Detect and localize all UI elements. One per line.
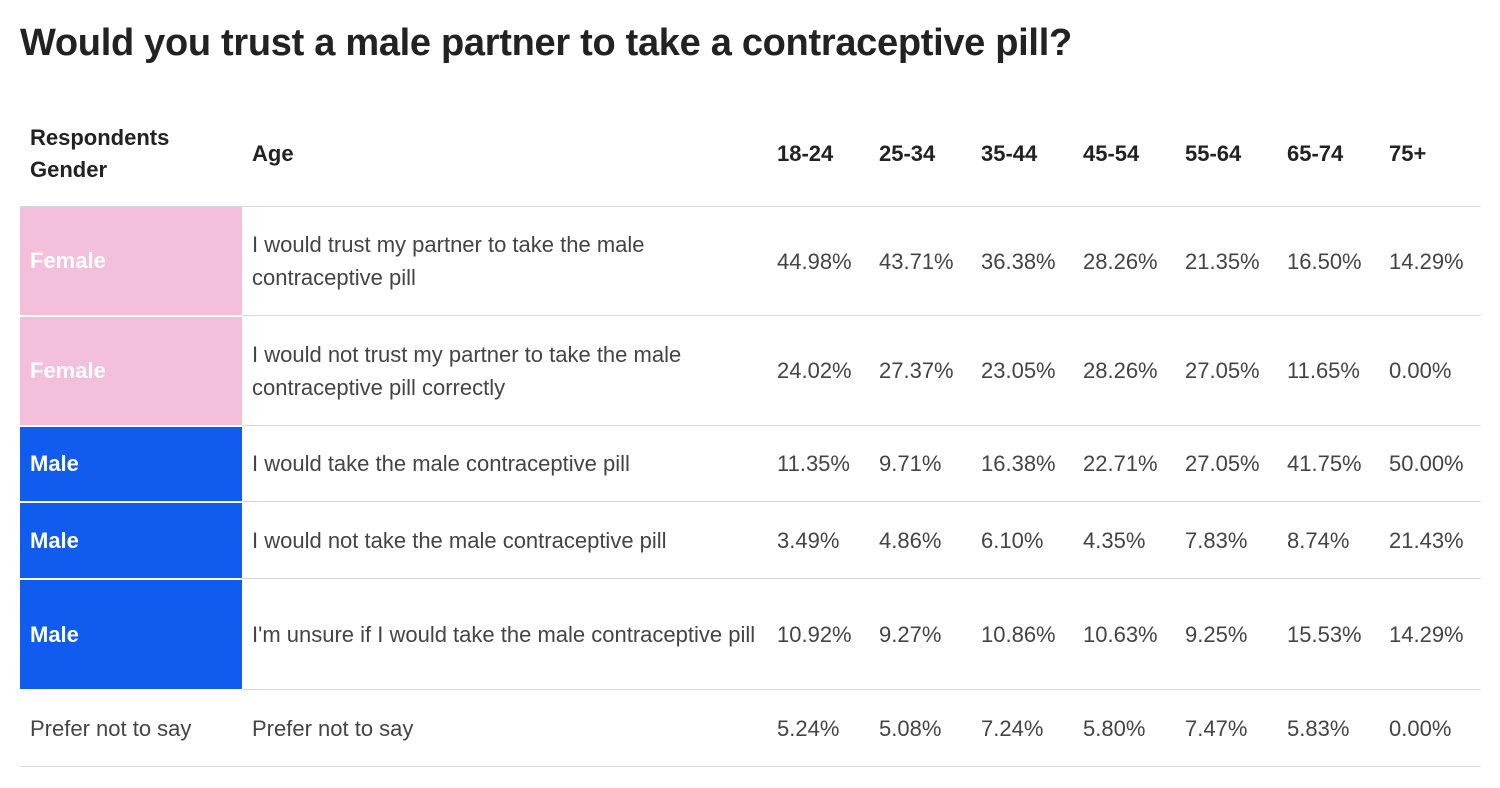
column-header-45-54: 45-54	[1073, 102, 1175, 207]
value-cell: 9.27%	[869, 578, 971, 690]
value-cell: 27.37%	[869, 315, 971, 426]
value-cell: 9.71%	[869, 425, 971, 502]
answer-cell: I would trust my partner to take the mal…	[242, 206, 767, 316]
value-cell: 7.47%	[1175, 689, 1277, 767]
value-cell: 14.29%	[1379, 578, 1481, 690]
value-cell: 5.83%	[1277, 689, 1379, 767]
gender-cell: Male	[20, 578, 242, 691]
gender-cell: Male	[20, 425, 242, 503]
table-body: Female I would trust my partner to take t…	[20, 206, 1481, 767]
value-cell: 22.71%	[1073, 425, 1175, 502]
table-row: Female I would not trust my partner to ta…	[20, 315, 1481, 427]
value-cell: 21.35%	[1175, 206, 1277, 316]
table-row: Female I would trust my partner to take t…	[20, 206, 1481, 317]
answer-cell: I would not trust my partner to take the…	[242, 315, 767, 426]
table-row: Male I'm unsure if I would take the male …	[20, 578, 1481, 691]
value-cell: 11.65%	[1277, 315, 1379, 426]
value-cell: 8.74%	[1277, 501, 1379, 579]
value-cell: 21.43%	[1379, 501, 1481, 579]
value-cell: 16.38%	[971, 425, 1073, 502]
value-cell: 5.80%	[1073, 689, 1175, 767]
value-cell: 3.49%	[767, 501, 869, 579]
value-cell: 27.05%	[1175, 425, 1277, 502]
gender-cell: Female	[20, 206, 242, 317]
answer-cell: Prefer not to say	[242, 689, 767, 767]
value-cell: 4.35%	[1073, 501, 1175, 579]
value-cell: 28.26%	[1073, 206, 1175, 316]
answer-cell: I would not take the male contraceptive …	[242, 501, 767, 579]
table-header-row: Respondents Gender Age 18-24 25-34 35-44…	[20, 102, 1481, 207]
value-cell: 24.02%	[767, 315, 869, 426]
value-cell: 0.00%	[1379, 315, 1481, 426]
value-cell: 43.71%	[869, 206, 971, 316]
table-row: Male I would take the male contraceptive …	[20, 425, 1481, 503]
value-cell: 0.00%	[1379, 689, 1481, 767]
value-cell: 4.86%	[869, 501, 971, 579]
value-cell: 5.08%	[869, 689, 971, 767]
column-header-25-34: 25-34	[869, 102, 971, 207]
column-header-35-44: 35-44	[971, 102, 1073, 207]
column-header-65-74: 65-74	[1277, 102, 1379, 207]
value-cell: 16.50%	[1277, 206, 1379, 316]
answer-cell: I'm unsure if I would take the male cont…	[242, 578, 767, 690]
value-cell: 28.26%	[1073, 315, 1175, 426]
value-cell: 50.00%	[1379, 425, 1481, 502]
gender-cell: Prefer not to say	[20, 689, 242, 767]
gender-cell: Female	[20, 315, 242, 427]
survey-table: Respondents Gender Age 18-24 25-34 35-44…	[20, 102, 1481, 767]
chart-title: Would you trust a male partner to take a…	[20, 22, 1072, 64]
value-cell: 23.05%	[971, 315, 1073, 426]
value-cell: 7.24%	[971, 689, 1073, 767]
value-cell: 5.24%	[767, 689, 869, 767]
value-cell: 27.05%	[1175, 315, 1277, 426]
value-cell: 44.98%	[767, 206, 869, 316]
value-cell: 7.83%	[1175, 501, 1277, 579]
value-cell: 41.75%	[1277, 425, 1379, 502]
column-header-age: Age	[242, 102, 767, 207]
value-cell: 36.38%	[971, 206, 1073, 316]
gender-cell: Male	[20, 501, 242, 580]
column-header-55-64: 55-64	[1175, 102, 1277, 207]
value-cell: 10.86%	[971, 578, 1073, 690]
value-cell: 11.35%	[767, 425, 869, 502]
value-cell: 14.29%	[1379, 206, 1481, 316]
value-cell: 15.53%	[1277, 578, 1379, 690]
answer-cell: I would take the male contraceptive pill	[242, 425, 767, 502]
value-cell: 10.92%	[767, 578, 869, 690]
value-cell: 10.63%	[1073, 578, 1175, 690]
table-row: Prefer not to say Prefer not to say 5.24% 5…	[20, 689, 1481, 767]
column-header-75-plus: 75+	[1379, 102, 1481, 207]
value-cell: 9.25%	[1175, 578, 1277, 690]
table-row: Male I would not take the male contracept…	[20, 501, 1481, 580]
column-header-gender: Respondents Gender	[20, 102, 242, 207]
value-cell: 6.10%	[971, 501, 1073, 579]
column-header-18-24: 18-24	[767, 102, 869, 207]
